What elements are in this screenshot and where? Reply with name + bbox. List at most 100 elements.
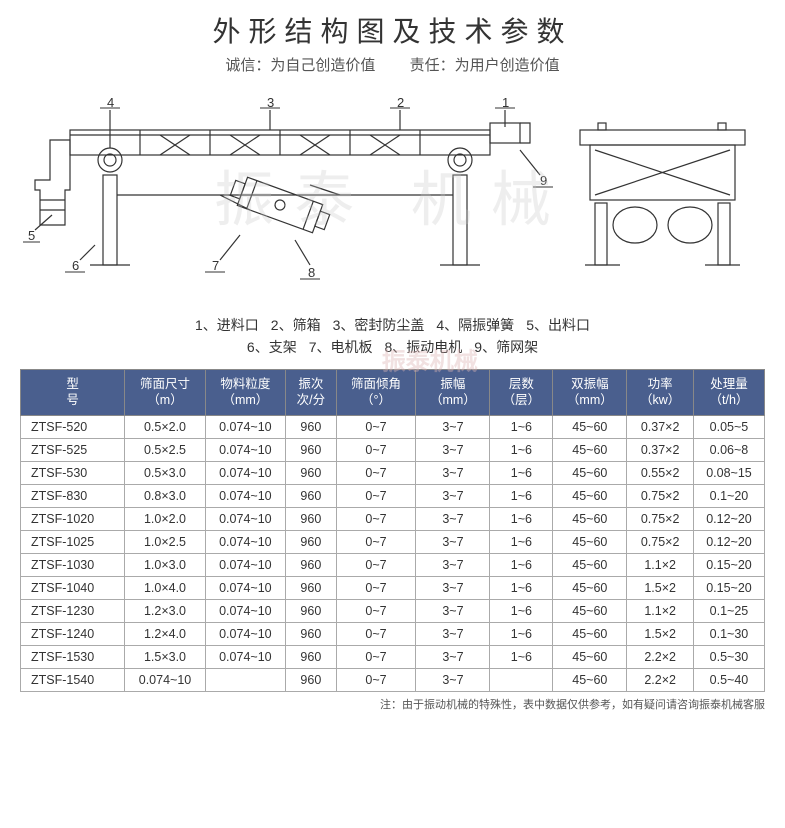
- table-cell: 1.5×3.0: [125, 645, 205, 668]
- table-cell: ZTSF-1020: [21, 507, 125, 530]
- table-cell: 0.074~10: [205, 599, 285, 622]
- table-cell: 0.37×2: [627, 438, 694, 461]
- table-cell: 960: [286, 553, 337, 576]
- table-cell: 45~60: [553, 438, 627, 461]
- table-cell: 0.074~10: [205, 576, 285, 599]
- table-cell: 960: [286, 461, 337, 484]
- table-cell: ZTSF-1540: [21, 668, 125, 691]
- table-cell: 1.0×4.0: [125, 576, 205, 599]
- table-cell: 45~60: [553, 507, 627, 530]
- spec-table: 型号筛面尺寸（m）物料粒度（mm）振次次/分筛面倾角（°）振幅（mm）层数（层）…: [20, 369, 765, 692]
- table-cell: 3~7: [416, 507, 490, 530]
- table-cell: 1~6: [490, 461, 553, 484]
- table-cell: 3~7: [416, 484, 490, 507]
- table-cell: 1.2×4.0: [125, 622, 205, 645]
- table-cell: 0.074~10: [205, 461, 285, 484]
- table-cell: 0.074~10: [205, 553, 285, 576]
- table-cell: 1.5×2: [627, 576, 694, 599]
- table-cell: 0.074~10: [125, 668, 205, 691]
- table-cell: 3~7: [416, 576, 490, 599]
- table-header: 筛面倾角（°）: [336, 370, 416, 416]
- table-row: ZTSF-15400.074~109600~73~745~602.2×20.5~…: [21, 668, 765, 691]
- table-cell: 0.074~10: [205, 415, 285, 438]
- table-cell: 0.5~40: [693, 668, 764, 691]
- table-cell: 0.75×2: [627, 484, 694, 507]
- subtitle: 诚信：为自己创造价值 责任：为用户创造价值: [20, 54, 765, 75]
- table-cell: 1~6: [490, 622, 553, 645]
- table-cell: 3~7: [416, 438, 490, 461]
- table-cell: 0.55×2: [627, 461, 694, 484]
- table-cell: 45~60: [553, 668, 627, 691]
- table-header-row: 型号筛面尺寸（m）物料粒度（mm）振次次/分筛面倾角（°）振幅（mm）层数（层）…: [21, 370, 765, 416]
- table-cell: ZTSF-1025: [21, 530, 125, 553]
- table-header: 处理量（t/h）: [693, 370, 764, 416]
- table-cell: 0.5×2.0: [125, 415, 205, 438]
- table-cell: 3~7: [416, 668, 490, 691]
- table-cell: 960: [286, 622, 337, 645]
- legend-item: 9、筛网架: [474, 337, 538, 357]
- table-cell: ZTSF-1230: [21, 599, 125, 622]
- table-cell: 960: [286, 415, 337, 438]
- table-cell: 0.074~10: [205, 507, 285, 530]
- table-cell: 0~7: [336, 599, 416, 622]
- main-title: 外形结构图及技术参数: [20, 10, 765, 50]
- table-cell: 0.074~10: [205, 438, 285, 461]
- table-cell: 960: [286, 599, 337, 622]
- callout-9: 9: [540, 173, 547, 188]
- table-cell: ZTSF-1030: [21, 553, 125, 576]
- table-cell: 960: [286, 507, 337, 530]
- table-body: ZTSF-5200.5×2.00.074~109600~73~71~645~60…: [21, 415, 765, 691]
- table-row: ZTSF-5200.5×2.00.074~109600~73~71~645~60…: [21, 415, 765, 438]
- table-cell: 0~7: [336, 645, 416, 668]
- table-cell: 0.15~20: [693, 553, 764, 576]
- table-cell: 0.06~8: [693, 438, 764, 461]
- table-cell: 3~7: [416, 645, 490, 668]
- table-row: ZTSF-10251.0×2.50.074~109600~73~71~645~6…: [21, 530, 765, 553]
- title-area: 外形结构图及技术参数 诚信：为自己创造价值 责任：为用户创造价值: [20, 10, 765, 75]
- table-cell: 0~7: [336, 461, 416, 484]
- table-cell: 0.074~10: [205, 645, 285, 668]
- table-row: ZTSF-10401.0×4.00.074~109600~73~71~645~6…: [21, 576, 765, 599]
- table-cell: 0~7: [336, 576, 416, 599]
- table-cell: 45~60: [553, 553, 627, 576]
- legend-area: 1、进料口2、筛箱3、密封防尘盖4、隔振弹簧5、出料口 6、支架7、电机板8、振…: [20, 315, 765, 357]
- table-cell: 0.074~10: [205, 622, 285, 645]
- table-cell: ZTSF-525: [21, 438, 125, 461]
- table-cell: 3~7: [416, 622, 490, 645]
- table-cell: 0.8×3.0: [125, 484, 205, 507]
- table-cell: 960: [286, 645, 337, 668]
- table-cell: 45~60: [553, 484, 627, 507]
- table-cell: 45~60: [553, 599, 627, 622]
- table-header: 双振幅（mm）: [553, 370, 627, 416]
- table-row: ZTSF-10301.0×3.00.074~109600~73~71~645~6…: [21, 553, 765, 576]
- table-cell: 0.15~20: [693, 576, 764, 599]
- legend-item: 5、出料口: [526, 315, 590, 335]
- table-cell: 1~6: [490, 507, 553, 530]
- table-header: 物料粒度（mm）: [205, 370, 285, 416]
- table-cell: 3~7: [416, 415, 490, 438]
- table-header: 振次次/分: [286, 370, 337, 416]
- table-header: 功率（kw）: [627, 370, 694, 416]
- table-cell: ZTSF-530: [21, 461, 125, 484]
- table-cell: 0~7: [336, 415, 416, 438]
- table-cell: 0.37×2: [627, 415, 694, 438]
- table-cell: 1~6: [490, 415, 553, 438]
- table-cell: ZTSF-1530: [21, 645, 125, 668]
- table-header: 振幅（mm）: [416, 370, 490, 416]
- table-header: 型号: [21, 370, 125, 416]
- table-row: ZTSF-8300.8×3.00.074~109600~73~71~645~60…: [21, 484, 765, 507]
- table-cell: 1.1×2: [627, 599, 694, 622]
- table-cell: 0~7: [336, 507, 416, 530]
- table-cell: 45~60: [553, 461, 627, 484]
- table-cell: 0.1~30: [693, 622, 764, 645]
- table-cell: 0.12~20: [693, 507, 764, 530]
- table-cell: 960: [286, 530, 337, 553]
- table-row: ZTSF-10201.0×2.00.074~109600~73~71~645~6…: [21, 507, 765, 530]
- table-cell: 1~6: [490, 530, 553, 553]
- callout-6: 6: [72, 258, 79, 273]
- table-cell: 0~7: [336, 553, 416, 576]
- table-cell: 3~7: [416, 553, 490, 576]
- table-cell: 0.1~25: [693, 599, 764, 622]
- table-cell: 960: [286, 484, 337, 507]
- legend-item: 7、电机板: [309, 337, 373, 357]
